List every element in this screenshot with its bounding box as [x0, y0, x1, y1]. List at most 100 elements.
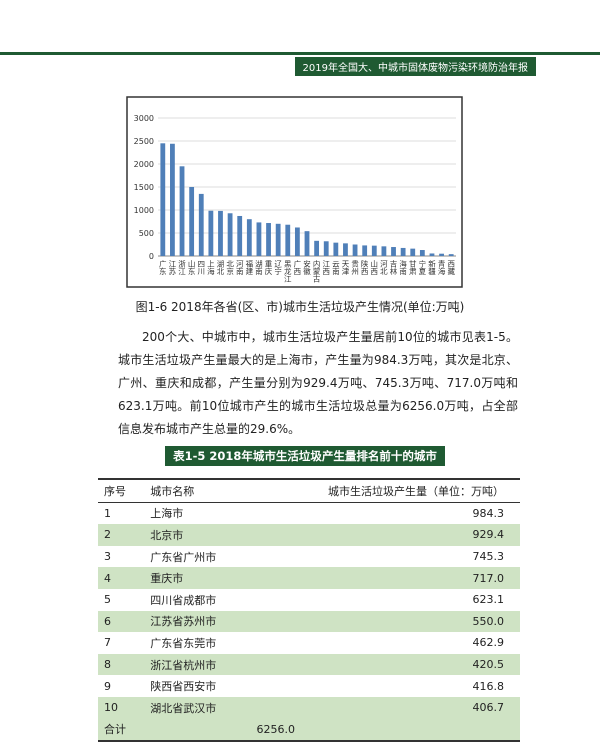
x-tick-label: 四川: [197, 260, 206, 276]
bar: [294, 227, 300, 256]
x-tick-label: 新疆: [427, 259, 436, 277]
x-tick-label: 上海: [206, 260, 215, 277]
x-tick-label: 湖南: [254, 260, 263, 276]
x-tick-label: 云南: [331, 260, 340, 276]
table-cell: 北京市: [144, 524, 251, 546]
header-bar: 2019年全国大、中城市固体废物污染环境防治年报: [0, 52, 600, 76]
x-tick-label: 西藏: [446, 260, 455, 277]
y-tick-label: 2000: [134, 160, 154, 169]
figure-caption: 图1-6 2018年各省(区、市)城市生活垃圾产生情况(单位:万吨): [135, 300, 465, 314]
x-tick-label: 甘肃: [408, 259, 417, 277]
table-cell: 4: [98, 567, 145, 589]
table-row: 9 陕西省西安市 416.8: [98, 675, 520, 697]
x-tick-label: 浙江: [177, 259, 186, 277]
table: 序号 城市名称 城市生活垃圾产生量（单位：万吨） 1 上海市 984.3 2 北京市 929.4…: [98, 477, 520, 742]
bar: [189, 187, 195, 256]
y-tick-label: 500: [139, 229, 154, 238]
x-tick-label: 陕西: [360, 259, 369, 277]
x-tick-label: 贵州: [350, 259, 359, 276]
bar: [314, 240, 320, 256]
bar: [400, 247, 406, 256]
bar: [208, 210, 214, 256]
bar: [391, 247, 396, 256]
x-tick-label: 辽宁: [273, 260, 282, 276]
x-tick-label: 重庆: [264, 260, 273, 277]
table-cell: 6: [98, 610, 145, 633]
table-cell: 湖北省武汉市: [144, 696, 251, 719]
chart-frame: [126, 96, 463, 288]
bar: [227, 213, 233, 256]
y-tick-label: 0: [149, 252, 154, 261]
table-cell: 8: [98, 653, 145, 676]
x-tick-label: 黑龙江: [283, 260, 292, 284]
bar: [246, 219, 252, 256]
x-tick-label: 山东: [187, 259, 196, 276]
y-tick-label: 2500: [134, 137, 154, 146]
bar: [419, 250, 425, 256]
table-cell: 929.4: [250, 524, 520, 546]
x-tick-label: 广东: [158, 259, 167, 276]
x-tick-label: 海南: [398, 259, 407, 276]
x-tick-label: 北京: [225, 260, 234, 277]
bar: [343, 243, 348, 256]
table-cell: 6256.0: [250, 718, 520, 742]
table-cell: 550.0: [250, 610, 520, 633]
column-header: 城市生活垃圾产生量（单位：万吨）: [250, 477, 520, 503]
x-tick-label: 福建: [245, 260, 254, 277]
column-header: 序号: [98, 477, 145, 503]
table-row: 8 浙江省杭州市 420.5: [98, 653, 520, 676]
header-title: 2019年全国大、中城市固体废物污染环境防治年报: [294, 57, 536, 76]
bar: [352, 244, 358, 256]
table-cell: 9: [104, 679, 111, 693]
x-tick-label: 江苏: [168, 260, 177, 277]
bar: [285, 224, 291, 256]
bar: [237, 215, 243, 256]
x-tick-label: 广西: [293, 259, 302, 277]
x-tick-label: 宁夏: [418, 259, 427, 276]
x-tick-label: 河北: [379, 260, 388, 277]
bar: [218, 210, 223, 256]
table-cell: 10: [98, 696, 145, 719]
table-row: 5 四川省成都市 623.1: [98, 589, 520, 611]
bar: [275, 223, 281, 256]
paragraph: 200个大、中城市中，城市生活垃圾产生量居前10位的城市见表1-5。城市生活垃圾…: [118, 330, 518, 436]
bar: [179, 166, 185, 256]
bar: [439, 253, 444, 256]
table-cell: 3: [104, 550, 111, 564]
table-row: 10 湖北省武汉市 406.7: [98, 696, 520, 719]
x-tick-label: 天津: [341, 260, 350, 277]
x-tick-label: 安徽: [302, 259, 311, 277]
table-cell: 406.7: [250, 696, 520, 719]
table-cell: 1: [104, 506, 111, 520]
bar: [256, 222, 262, 256]
bar: [160, 143, 166, 256]
table-cell: 广东省东莞市: [150, 636, 217, 650]
x-tick-label: 湖北: [216, 260, 225, 277]
table-cell: 江苏省苏州市: [144, 610, 251, 633]
table-cell: 广东省广州市: [150, 550, 217, 564]
bar: [333, 242, 339, 256]
x-tick-label: 江西: [321, 260, 330, 277]
bar: [448, 254, 454, 256]
bar: [323, 241, 329, 256]
x-tick-label: 青海: [437, 259, 446, 277]
table-row: 7 广东省东莞市 462.9: [98, 632, 520, 654]
bar: [371, 245, 377, 256]
bar: [304, 231, 310, 256]
bar: [381, 246, 387, 256]
table-cell: 745.3: [472, 550, 505, 564]
y-tick-label: 1000: [134, 206, 154, 215]
header-row: 序号 城市名称 城市生活垃圾产生量（单位：万吨）: [98, 477, 520, 503]
x-tick-label: 山西: [370, 259, 379, 277]
y-tick-label: 3000: [134, 114, 154, 123]
table-title: 表1-5 2018年城市生活垃圾产生量排名前十的城市: [165, 446, 445, 466]
table-cell: 416.8: [472, 679, 505, 693]
table-cell: 623.1: [472, 593, 505, 607]
x-tick-label: 吉林: [389, 260, 398, 277]
bar: [266, 223, 271, 256]
x-tick-label: 内蒙古: [312, 259, 321, 284]
table-row: 1 上海市 984.3: [98, 502, 520, 524]
bar: [410, 248, 416, 256]
